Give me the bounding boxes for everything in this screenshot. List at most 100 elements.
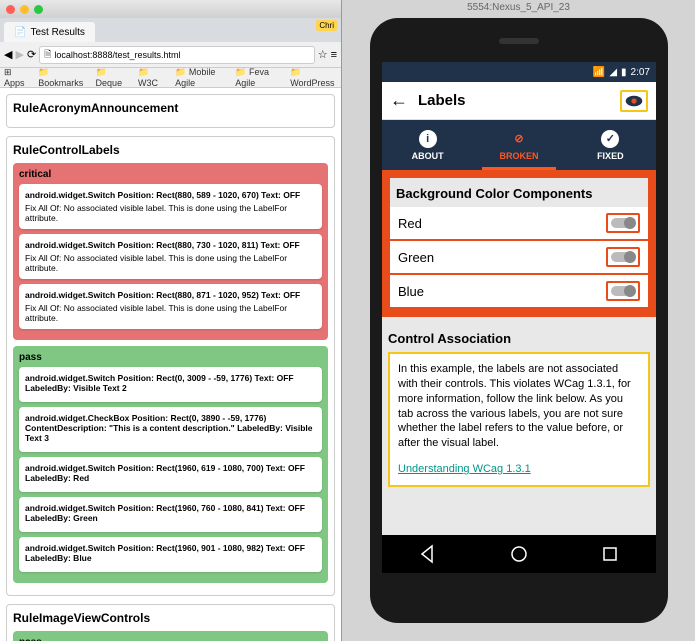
toggle-red[interactable]	[606, 213, 640, 233]
signal-icon: ◢	[609, 67, 617, 78]
bookmark-item[interactable]: 📁 WordPress	[290, 67, 337, 88]
nav-recent-icon[interactable]	[600, 544, 620, 564]
address-input[interactable]: 🗎 localhost:8888/test_results.html	[39, 46, 315, 64]
emulator-title: 5554:Nexus_5_API_23	[467, 2, 570, 13]
main-area: Background Color Components RedGreenBlue	[382, 170, 656, 317]
status-label: critical	[19, 169, 322, 180]
association-section: Control Association In this example, the…	[382, 317, 656, 493]
result-card: android.widget.Switch Position: Rect(196…	[19, 497, 322, 532]
result-position: android.widget.Switch Position: Rect(880…	[25, 290, 316, 300]
association-text: In this example, the labels are not asso…	[398, 362, 640, 451]
tab-label: BROKEN	[499, 151, 538, 161]
app-bar: ← Labels	[382, 82, 656, 120]
result-card: android.widget.Switch Position: Rect(880…	[19, 284, 322, 329]
nav-back-icon[interactable]	[418, 544, 438, 564]
toggle-blue[interactable]	[606, 281, 640, 301]
device-screen: 📶 ◢ ▮ 2:07 ← Labels iABOUT⊘BROKEN✓FIXED …	[382, 62, 656, 573]
result-fix: Fix All Of: No associated visible label.…	[25, 203, 316, 223]
rule-section: RuleAcronymAnnouncement	[6, 94, 335, 128]
bookmarks-bar: ⊞ Apps 📁 Bookmarks 📁 Deque 📁 W3C 📁 Mobile Ag…	[0, 68, 341, 88]
result-card: android.widget.Switch Position: Rect(196…	[19, 457, 322, 492]
status-group-pass: passandroid.widget.ImageView Position: R…	[13, 631, 328, 641]
bookmark-item[interactable]: 📁 Mobile Agile	[175, 67, 225, 88]
app-tab-broken[interactable]: ⊘ BROKEN	[473, 120, 564, 170]
forward-icon[interactable]: ▶	[15, 48, 23, 61]
bookmark-item[interactable]: 📁 Bookmarks	[38, 67, 85, 88]
app-tab-fixed[interactable]: ✓ FIXED	[565, 120, 656, 170]
color-row-blue: Blue	[390, 275, 648, 307]
toggle-green[interactable]	[606, 247, 640, 267]
color-row-green: Green	[390, 241, 648, 273]
rule-title: RuleImageViewControls	[13, 611, 328, 625]
rule-section: RuleControlLabels critical android.widget.…	[6, 136, 335, 596]
result-fix: Fix All Of: No associated visible label.…	[25, 253, 316, 273]
result-position: android.widget.Switch Position: Rect(196…	[25, 463, 316, 483]
results-content: RuleAcronymAnnouncement RuleControlLabels…	[0, 88, 341, 641]
app-tab-about[interactable]: iABOUT	[382, 120, 473, 170]
color-label: Green	[398, 250, 434, 265]
bookmark-item[interactable]: 📁 Feva Agile	[235, 67, 280, 88]
result-card: android.widget.Switch Position: Rect(196…	[19, 537, 322, 572]
bookmark-item[interactable]: 📁 W3C	[138, 67, 165, 88]
bookmark-item[interactable]: ⊞ Apps	[4, 67, 28, 88]
device-frame: 📶 ◢ ▮ 2:07 ← Labels iABOUT⊘BROKEN✓FIXED …	[370, 18, 668, 623]
toggle-track	[611, 286, 635, 296]
color-label: Blue	[398, 284, 424, 299]
browser-tab[interactable]: 📄 Test Results	[4, 22, 95, 42]
result-position: android.widget.Switch Position: Rect(196…	[25, 503, 316, 523]
address-bar: ◀ ▶ ⟳ 🗎 localhost:8888/test_results.html…	[0, 42, 341, 68]
back-icon[interactable]: ◀	[4, 48, 12, 61]
page-icon: 🗎	[44, 47, 51, 63]
status-bar: 📶 ◢ ▮ 2:07	[382, 62, 656, 82]
tab-icon: ⊘	[510, 130, 528, 148]
tab-label: FIXED	[597, 151, 624, 161]
chrome-badge: Chri	[316, 20, 337, 31]
status-group-pass: pass android.widget.Switch Position: Rect…	[13, 346, 328, 583]
android-nav-bar	[382, 535, 656, 573]
reload-icon[interactable]: ⟳	[27, 48, 36, 61]
emulator-panel: 5554:Nexus_5_API_23 📶 ◢ ▮ 2:07 ← Labels …	[342, 0, 695, 641]
app-tabs: iABOUT ⊘ BROKEN ✓ FIXED	[382, 120, 656, 170]
result-position: android.widget.Switch Position: Rect(196…	[25, 543, 316, 563]
accessibility-badge[interactable]	[620, 90, 648, 112]
tab-favicon: 📄	[14, 27, 26, 38]
section-title-assoc: Control Association	[388, 323, 650, 352]
status-label: pass	[19, 637, 322, 641]
color-row-red: Red	[390, 207, 648, 239]
menu-icon[interactable]: ≡	[331, 49, 337, 61]
result-position: android.widget.Switch Position: Rect(880…	[25, 190, 316, 200]
star-icon[interactable]: ☆	[318, 48, 328, 61]
back-arrow-icon[interactable]: ←	[390, 90, 408, 111]
app-title: Labels	[418, 92, 610, 109]
result-card: android.widget.Switch Position: Rect(880…	[19, 234, 322, 279]
rule-title: RuleControlLabels	[13, 143, 328, 157]
result-position: android.widget.Switch Position: Rect(0, …	[25, 373, 316, 393]
result-card: android.widget.Switch Position: Rect(0, …	[19, 367, 322, 402]
toggle-track	[611, 252, 635, 262]
tab-label: Test Results	[30, 27, 84, 38]
minimize-dot[interactable]	[20, 5, 29, 14]
association-box: In this example, the labels are not asso…	[388, 352, 650, 487]
status-group-critical: critical android.widget.Switch Position: …	[13, 163, 328, 340]
browser-window: 📄 Test Results Chri ◀ ▶ ⟳ 🗎 localhost:88…	[0, 0, 342, 641]
tab-icon: ✓	[601, 130, 619, 148]
bookmark-item[interactable]: 📁 Deque	[96, 67, 128, 88]
nav-home-icon[interactable]	[509, 544, 529, 564]
color-label: Red	[398, 216, 422, 231]
rule-title: RuleAcronymAnnouncement	[13, 101, 328, 115]
maximize-dot[interactable]	[34, 5, 43, 14]
tab-bar: 📄 Test Results Chri	[0, 18, 341, 42]
window-controls	[0, 0, 341, 18]
close-dot[interactable]	[6, 5, 15, 14]
network-icon: 📶	[593, 67, 605, 78]
result-card: android.widget.CheckBox Position: Rect(0…	[19, 407, 322, 452]
wcag-link[interactable]: Understanding WCag 1.3.1	[398, 463, 531, 475]
address-text: localhost:8888/test_results.html	[54, 50, 180, 60]
result-position: android.widget.Switch Position: Rect(880…	[25, 240, 316, 250]
battery-icon: ▮	[621, 67, 627, 78]
result-position: android.widget.CheckBox Position: Rect(0…	[25, 413, 316, 443]
status-label: pass	[19, 352, 322, 363]
eye-icon	[625, 95, 643, 107]
result-card: android.widget.Switch Position: Rect(880…	[19, 184, 322, 229]
tab-icon: i	[419, 130, 437, 148]
